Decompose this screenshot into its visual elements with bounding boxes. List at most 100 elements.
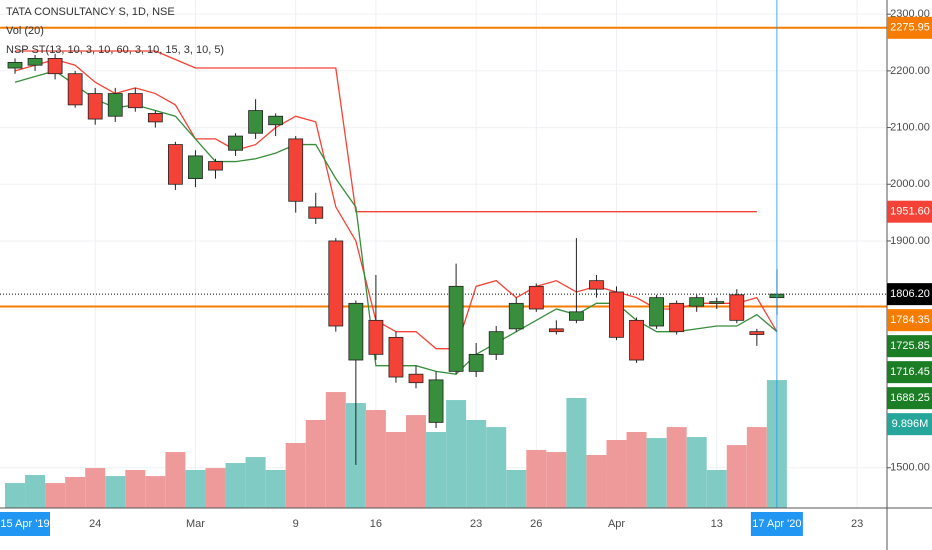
volume-title: Vol (20): [6, 25, 44, 37]
candle-body: [468, 353, 484, 372]
volume-bar: [45, 483, 66, 508]
candle-body: [368, 319, 384, 355]
candle-body: [147, 112, 163, 123]
crosshair-left-label: 15 Apr '19: [0, 518, 49, 530]
price-label-box: [887, 387, 932, 410]
volume-label-box: [887, 413, 932, 436]
volume-bar: [225, 463, 246, 508]
volume-bar: [385, 431, 406, 508]
price-label: 1688.25: [890, 392, 930, 404]
volume-bar: [245, 457, 266, 508]
candle-body: [228, 135, 243, 151]
candle-body: [408, 373, 424, 384]
x-tick-label: Apr: [608, 518, 625, 530]
price-label: 1716.45: [890, 366, 930, 378]
crosshair-date-box: [750, 512, 803, 536]
volume-bar: [25, 475, 46, 508]
y-tick-label: 2100.00: [890, 121, 930, 133]
price-label: 1806.20: [890, 288, 930, 300]
volume-bar: [426, 431, 447, 508]
y-tick-label: 1900.00: [890, 235, 930, 247]
price-label: 1725.85: [890, 340, 930, 352]
candle-body: [67, 73, 83, 106]
volume-bar: [145, 476, 166, 508]
indicator-title: NSP ST(13, 10, 3, 10, 60, 3, 10, 15, 3, …: [6, 44, 224, 56]
candle-body: [288, 138, 304, 202]
candle-body: [428, 379, 444, 423]
volume-bar: [125, 469, 146, 508]
candle-body: [7, 61, 23, 69]
candle-body: [528, 285, 544, 310]
candle-body: [127, 93, 143, 109]
volume-bar: [546, 452, 567, 508]
candle-body: [689, 297, 705, 307]
volume-bar: [105, 476, 126, 508]
volume-bar: [606, 440, 627, 508]
volume-bar: [486, 427, 507, 508]
volume-bar: [406, 415, 426, 508]
price-label-box: [887, 361, 932, 384]
candle-body: [388, 336, 404, 378]
candle-body: [348, 302, 364, 361]
candle-body: [548, 328, 564, 333]
x-tick-label: 17 Apr '20: [752, 518, 801, 530]
x-tick-label: 23: [851, 518, 863, 530]
price-label: 2275.95: [890, 22, 930, 34]
price-label: 1784.35: [890, 314, 930, 326]
candle-body: [589, 280, 604, 290]
volume-bar: [626, 431, 647, 508]
volume-bar: [165, 452, 186, 508]
indicator-line: [15, 50, 757, 213]
candle-body: [308, 206, 324, 219]
volume-label: 9.896M: [892, 418, 929, 430]
candle-body: [448, 285, 464, 372]
chart-title: TATA CONSULTANCY S, 1D, NSE: [6, 6, 175, 18]
price-label-box: [887, 200, 932, 223]
candle-body: [629, 319, 644, 361]
candle-body: [107, 93, 123, 117]
price-label-box: [887, 283, 932, 306]
volume-bar: [506, 469, 527, 508]
candle-body: [488, 331, 504, 355]
candle-body: [167, 144, 183, 185]
crosshair-date-box: [0, 512, 50, 536]
candle-body: [649, 297, 664, 327]
volume-bar: [526, 449, 547, 508]
price-label-box: [887, 335, 932, 358]
candle-body: [248, 110, 264, 134]
x-tick-label: 24: [89, 518, 101, 530]
volume-bar: [586, 455, 607, 508]
volume-bar: [686, 437, 707, 508]
volume-bar: [666, 427, 687, 508]
candle-body: [508, 302, 524, 330]
y-tick-label: 1500.00: [890, 462, 930, 474]
candle-body: [749, 331, 765, 335]
y-tick-label: 2300.00: [890, 8, 930, 20]
volume-bar: [466, 419, 487, 508]
y-tick-label: 2000.00: [890, 178, 930, 190]
x-tick-label: 23: [470, 518, 482, 530]
price-label-box: [887, 16, 932, 39]
volume-bar: [365, 410, 386, 508]
candle-body: [669, 302, 685, 333]
volume-bar: [265, 469, 286, 508]
volume-bar: [706, 469, 727, 508]
volume-bar: [646, 438, 667, 508]
price-layer: [0, 0, 887, 508]
volume-bar: [566, 397, 587, 508]
volume-bar: [446, 400, 467, 508]
candle-body: [328, 240, 344, 327]
x-tick-label: 16: [370, 518, 382, 530]
x-tick-label: 13: [711, 518, 723, 530]
volume-bar: [5, 483, 25, 508]
volume-bar: [65, 476, 86, 508]
candle-body: [569, 311, 584, 321]
price-label: 1951.60: [890, 206, 930, 218]
volume-bar: [285, 442, 306, 508]
axis-layer: 2300.00 2200.00 2100.00 2000.00 1900.00 1500.…: [0, 8, 932, 536]
candle-body: [47, 57, 63, 75]
volume-bar: [305, 419, 326, 508]
candle-body: [709, 301, 725, 304]
x-tick-label: 26: [530, 518, 542, 530]
